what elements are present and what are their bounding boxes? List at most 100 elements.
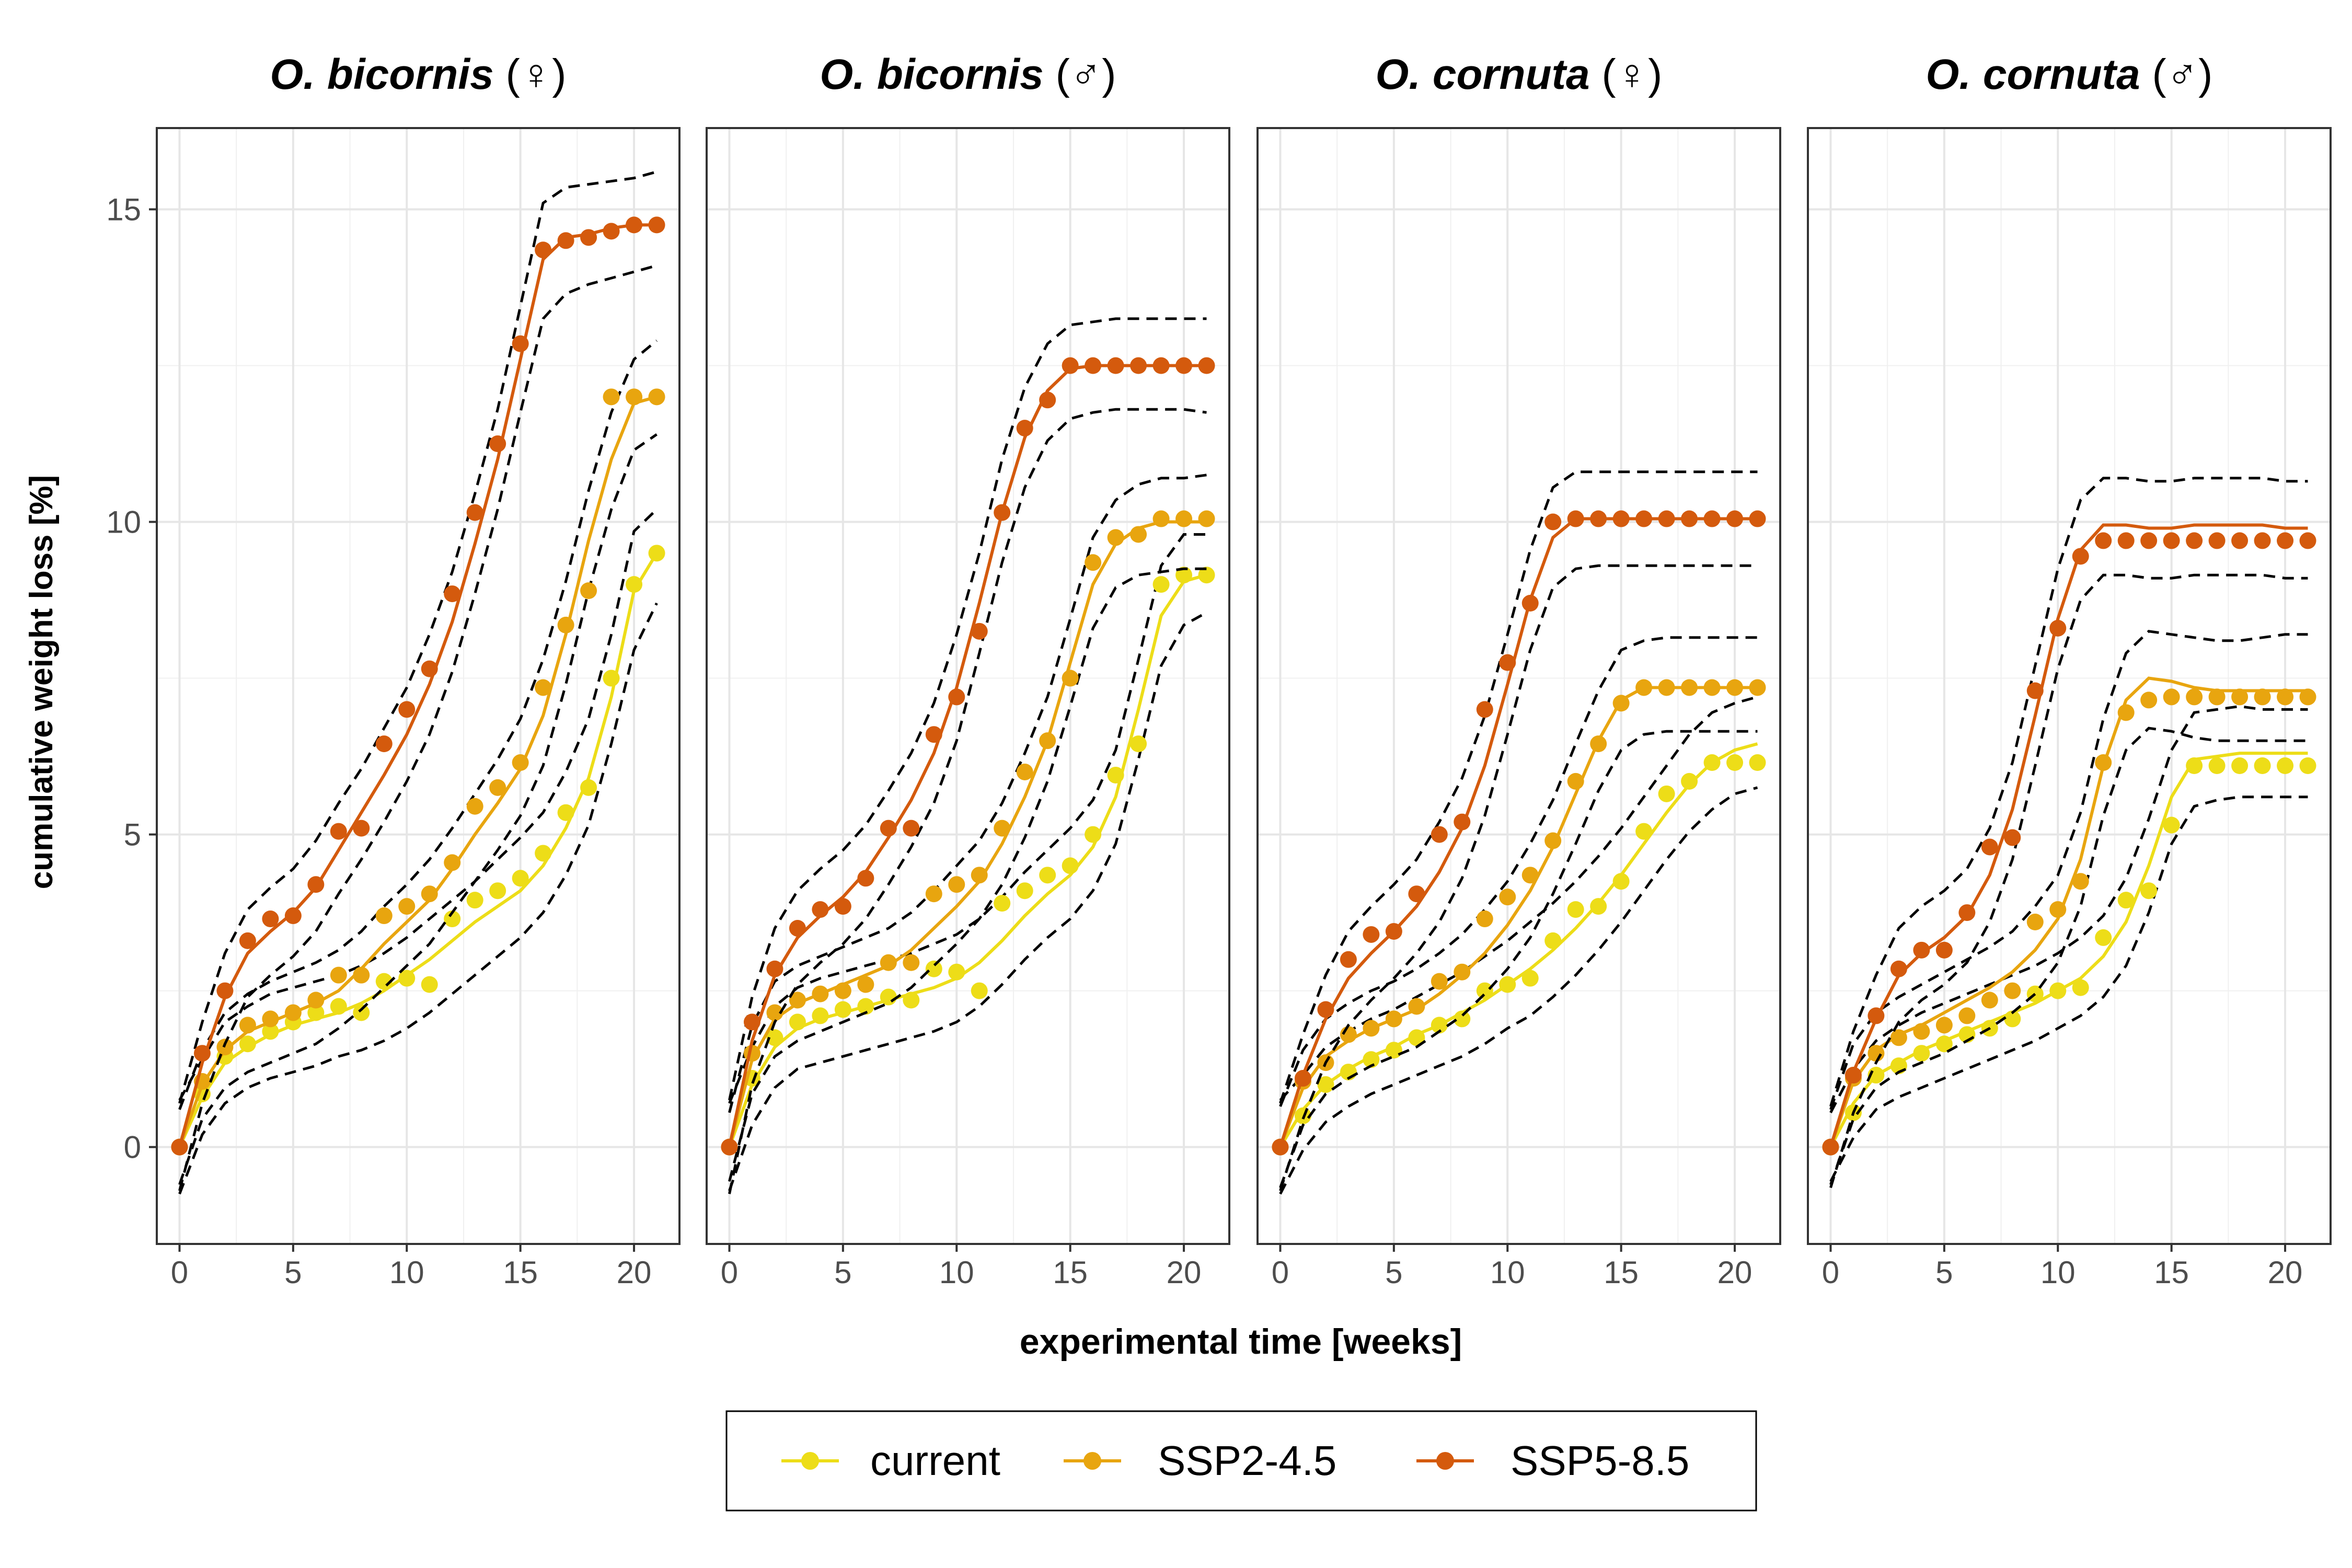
data-point: [1476, 910, 1493, 928]
data-point: [2072, 548, 2089, 565]
data-point: [857, 976, 874, 993]
axes: 0 5 10 15 20: [721, 1244, 1201, 1290]
data-point: [1612, 873, 1630, 890]
data-point: [1521, 595, 1539, 612]
data-point: [512, 870, 529, 887]
data-point: [1062, 357, 1079, 374]
data-point: [1408, 1029, 1425, 1046]
data-point: [1363, 1051, 1380, 1068]
data-point: [2231, 688, 2249, 706]
panel-border: [156, 127, 681, 1245]
panel-title-species: O. cornuta: [1376, 51, 1590, 98]
data-point: [721, 1138, 738, 1156]
data-point: [2254, 532, 2271, 549]
legend-entry-current: current: [781, 1437, 1000, 1484]
data-point: [1681, 679, 1698, 696]
data-point: [444, 854, 461, 871]
data-point: [948, 876, 965, 893]
data-point: [834, 1001, 851, 1018]
data-point: [1958, 904, 1976, 921]
data-point: [880, 820, 897, 837]
panel-title-sex: (♀): [1590, 51, 1663, 98]
ci-lower-line: [1279, 786, 1758, 1195]
data-point: [1363, 1020, 1380, 1037]
data-point: [216, 982, 234, 999]
data-point: [307, 1004, 325, 1021]
data-point: [1726, 510, 1744, 527]
legend-label-ssp5-8-5: SSP5-8.5: [1511, 1437, 1689, 1484]
data-point: [421, 976, 438, 993]
data-point: [489, 435, 506, 453]
data-point: [535, 845, 552, 862]
data-point: [1363, 926, 1380, 943]
data-point: [1499, 976, 1516, 993]
data-point: [1635, 510, 1653, 527]
data-point: [1635, 679, 1653, 696]
data-point: [2163, 688, 2180, 706]
data-point: [1340, 1026, 1357, 1043]
data-point: [1340, 951, 1357, 968]
data-point: [1499, 889, 1516, 906]
data-point: [789, 919, 806, 937]
axes: 0 5 10 15 20 0 5 10 15: [106, 192, 651, 1290]
ci-upper-line: [728, 474, 1207, 1113]
x-tick-label: 10: [1490, 1255, 1525, 1290]
data-point: [1867, 1007, 1885, 1024]
legend-key-point-ssp5-8-5: [1436, 1452, 1454, 1470]
x-tick-label: 0: [171, 1255, 188, 1290]
data-point: [2117, 704, 2135, 721]
data-point: [307, 876, 325, 893]
ci-upper-line: [1279, 636, 1758, 1107]
data-point: [2095, 532, 2112, 549]
data-point: [812, 985, 829, 1002]
data-point: [557, 804, 574, 821]
x-tick-label: 5: [1385, 1255, 1402, 1290]
y-tick-label: 5: [124, 817, 141, 852]
series-current: [1822, 705, 2316, 1182]
data-point: [1867, 1045, 1885, 1062]
data-point: [171, 1138, 188, 1156]
data-point: [2277, 757, 2294, 774]
data-point: [2004, 1010, 2021, 1028]
data-point: [375, 907, 393, 925]
data-point: [603, 388, 620, 406]
data-point: [330, 966, 347, 984]
data-point: [1039, 867, 1056, 884]
fit-line: [178, 552, 659, 1148]
data-point: [262, 1010, 279, 1028]
x-tick-label: 0: [721, 1255, 738, 1290]
data-point: [1749, 679, 1766, 696]
data-point: [512, 335, 529, 352]
y-tick-label: 15: [106, 192, 141, 227]
data-point: [1130, 735, 1147, 753]
panel-title: O. cornuta (♂): [1926, 51, 2213, 98]
data-point: [2049, 619, 2067, 637]
ci-lower-line: [728, 611, 1207, 1192]
series-current: [721, 533, 1215, 1192]
data-point: [1726, 754, 1744, 771]
ci-lower-line: [1279, 564, 1758, 1192]
x-tick-label: 10: [2040, 1255, 2076, 1290]
data-point: [284, 907, 302, 925]
data-point: [1175, 510, 1193, 527]
data-point: [1703, 679, 1721, 696]
data-point: [1726, 679, 1744, 696]
data-point: [1658, 679, 1675, 696]
fit-line: [1278, 517, 1758, 1148]
data-point: [2208, 532, 2226, 549]
panel-border: [1256, 127, 1781, 1245]
axes: 0 5 10 15 20: [1822, 1244, 2302, 1290]
data-point: [1152, 576, 1170, 593]
data-point: [557, 232, 574, 249]
data-point: [994, 504, 1011, 521]
data-point: [1635, 823, 1653, 840]
series-ssp5-8-5: [1822, 477, 2316, 1189]
legend-box: [725, 1410, 1757, 1512]
data-point: [2254, 757, 2271, 774]
legend-key-point-current: [801, 1452, 819, 1470]
ci-lower-line: [178, 602, 658, 1195]
data-point: [2277, 688, 2294, 706]
data-point: [1681, 510, 1698, 527]
fit-line: [1278, 742, 1758, 1148]
data-point: [903, 954, 920, 971]
